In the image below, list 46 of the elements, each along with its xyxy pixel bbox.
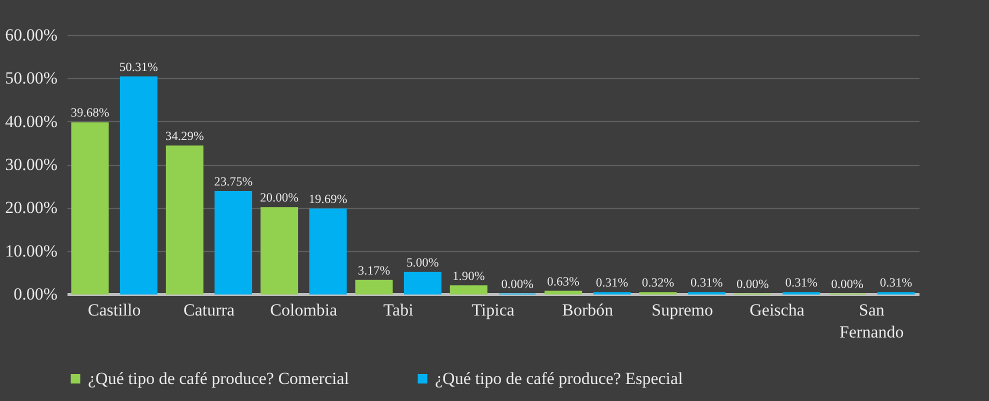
data-label: 23.75% bbox=[214, 174, 253, 188]
x-tick-label: Caturra bbox=[184, 300, 235, 320]
legend-label: ¿Qué tipo de café produce? Especial bbox=[435, 368, 684, 388]
y-tick-label: 10.00% bbox=[5, 241, 58, 260]
data-label: 3.17% bbox=[358, 263, 390, 278]
bar bbox=[120, 76, 158, 294]
data-label: 0.00% bbox=[831, 277, 864, 291]
bar bbox=[166, 145, 204, 294]
data-label: 19.69% bbox=[308, 192, 348, 206]
x-tick-label: Castillo bbox=[88, 300, 141, 320]
data-label: 39.68% bbox=[70, 106, 110, 120]
data-label: 20.00% bbox=[260, 190, 299, 205]
legend-label: ¿Qué tipo de café produce? Comercial bbox=[88, 368, 350, 388]
x-tick-label: Geischa bbox=[750, 300, 805, 320]
data-label: 0.32% bbox=[642, 276, 674, 290]
data-label: 0.63% bbox=[547, 274, 580, 288]
bar bbox=[71, 122, 109, 294]
data-label: 1.90% bbox=[452, 268, 485, 283]
bar bbox=[450, 285, 488, 294]
x-tick-label: Tipica bbox=[472, 300, 515, 320]
bar bbox=[355, 280, 393, 294]
bar bbox=[214, 190, 252, 294]
bar bbox=[260, 207, 298, 294]
x-tick-label: San Fernando bbox=[840, 300, 904, 342]
data-label: 0.00% bbox=[736, 277, 769, 291]
x-tick-label: Supremo bbox=[652, 300, 714, 320]
data-label: 5.00% bbox=[406, 255, 439, 270]
data-label: 0.00% bbox=[501, 277, 534, 291]
data-label: 0.31% bbox=[880, 276, 912, 290]
y-tick-label: 30.00% bbox=[5, 155, 58, 174]
bar bbox=[309, 208, 347, 294]
bar bbox=[544, 290, 582, 294]
x-tick-label: Colombia bbox=[270, 300, 338, 320]
y-tick-label: 60.00% bbox=[5, 26, 58, 44]
y-tick-label: 0.00% bbox=[14, 284, 58, 304]
bar bbox=[404, 272, 442, 294]
data-label: 0.31% bbox=[596, 276, 628, 290]
y-tick-label: 50.00% bbox=[5, 68, 58, 88]
x-tick-label: Tabi bbox=[383, 300, 414, 320]
y-tick-label: 40.00% bbox=[5, 112, 58, 131]
y-tick-label: 20.00% bbox=[5, 198, 58, 218]
data-label: 50.31% bbox=[119, 60, 158, 74]
data-label: 0.31% bbox=[690, 276, 723, 290]
data-label: 34.29% bbox=[165, 128, 204, 143]
x-tick-label: Borbón bbox=[562, 300, 614, 320]
data-label: 0.31% bbox=[785, 276, 818, 290]
